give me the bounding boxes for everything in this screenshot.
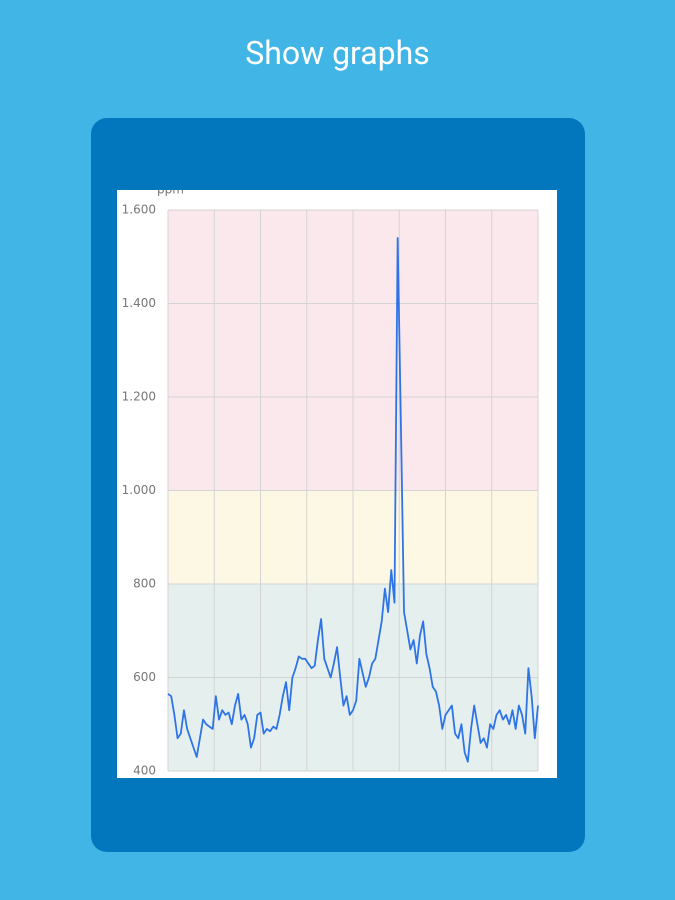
y-tick-label: 800: [133, 577, 156, 591]
data-line: [167, 237, 539, 763]
heading: Show graphs: [245, 34, 430, 72]
y-tick-label: 1.600: [122, 203, 156, 217]
y-tick-label: 1.200: [122, 390, 156, 404]
y-tick-label: 400: [133, 764, 156, 778]
y-tick-label: 1.000: [122, 483, 156, 497]
y-axis-label: ppm: [157, 190, 184, 197]
y-tick-label: 600: [133, 670, 156, 684]
chart: ppm 400 600 800 1.000 1.200 1.400 1.600: [117, 190, 557, 778]
y-tick-label: 1.400: [122, 296, 156, 310]
